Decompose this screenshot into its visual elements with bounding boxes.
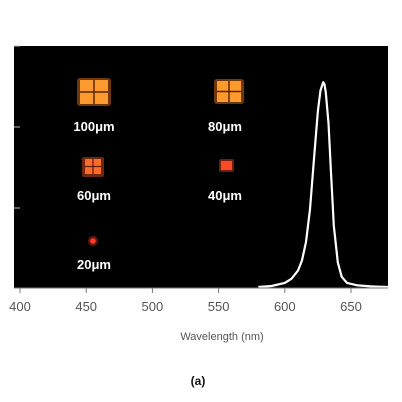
x-tick-label: 400	[9, 299, 31, 314]
x-tick-label: 600	[274, 299, 296, 314]
pixel-square	[90, 238, 96, 244]
x-tick-label: 650	[340, 299, 362, 314]
pixel-100um	[77, 78, 111, 106]
pixel-20um	[88, 236, 98, 246]
figure-caption: (a)	[191, 374, 206, 388]
pixel-60um	[82, 157, 104, 177]
plot-area	[14, 46, 388, 288]
inset-label-100um: 100μm	[73, 119, 114, 134]
inset-label-20um: 20μm	[77, 257, 111, 272]
inset-label-40um: 40μm	[208, 188, 242, 203]
x-tick-label: 450	[75, 299, 97, 314]
pixel-40um	[219, 159, 234, 172]
x-axis-ticks: 400 450 500 550 600 650	[9, 288, 362, 314]
inset-label-80um: 80μm	[208, 119, 242, 134]
pixel-80um	[214, 79, 244, 104]
inset-label-60um: 60μm	[77, 188, 111, 203]
x-axis-title: Wavelength (nm)	[180, 331, 263, 343]
x-tick-label: 500	[142, 299, 164, 314]
pixel-square	[221, 161, 232, 170]
x-tick-label: 550	[208, 299, 230, 314]
